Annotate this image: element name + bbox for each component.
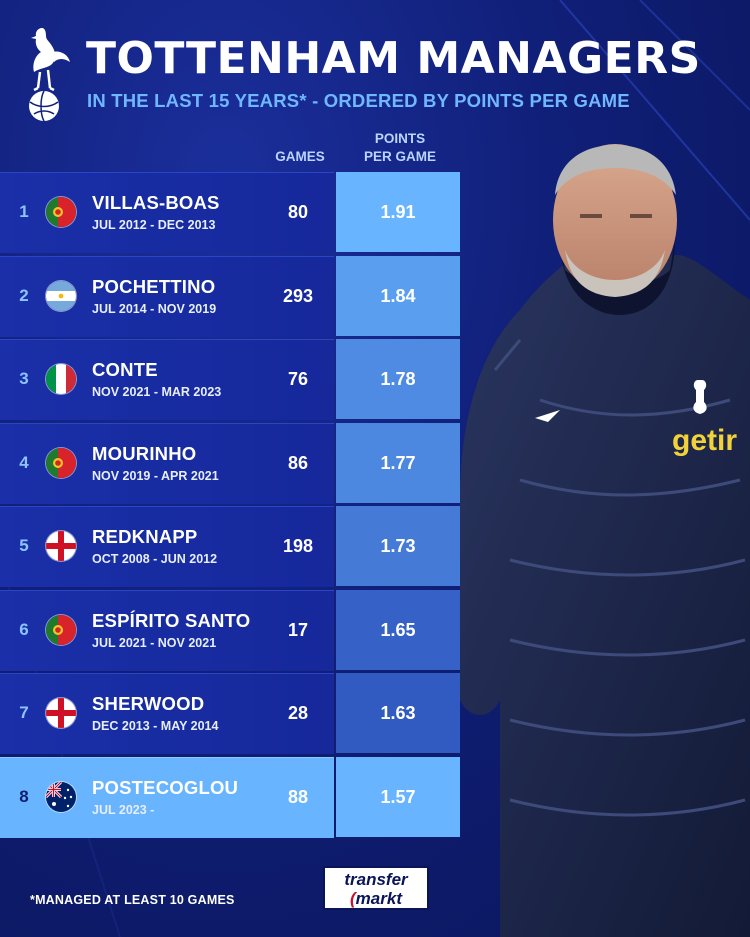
manager-name: MOURINHO <box>92 442 197 464</box>
ppg-cell <box>336 673 460 753</box>
header: TOTTENHAM MANAGERS IN THE LAST 15 YEARS*… <box>0 0 750 130</box>
manager-tenure: DEC 2013 - MAY 2014 <box>92 719 219 733</box>
portugal-flag-icon <box>46 447 76 478</box>
portugal-flag-icon <box>46 197 76 227</box>
row-rank: 4 <box>19 452 29 472</box>
cockerel-crest-icon <box>29 28 70 122</box>
games-value: 28 <box>287 703 309 723</box>
manager-tenure: JUL 2021 - NOV 2021 <box>92 635 217 650</box>
games-column-header: GAMES <box>275 149 325 164</box>
ppg-value: 1.84 <box>380 285 416 306</box>
ppg-column-header: POINTS PER GAME <box>350 130 450 166</box>
table-row: 5 REDKNAPP OCT 2008 - JUN 2012 198 1.73 <box>0 506 462 587</box>
manager-tenure: OCT 2008 - JUN 2012 <box>92 552 218 566</box>
footnote: *MANAGED AT LEAST 10 GAMES <box>30 893 235 907</box>
ppg-cell <box>336 255 460 336</box>
manager-tenure: JUL 2014 - NOV 2019 <box>92 301 217 316</box>
nike-logo-icon <box>535 410 560 422</box>
ppg-value: 1.65 <box>380 619 416 640</box>
ppg-value: 1.73 <box>380 536 416 556</box>
table-row: 1 VILLAS-BOAS JUL 2012 - DEC 2013 80 1.91 <box>0 172 462 253</box>
club-badge-icon <box>693 380 707 414</box>
ppg-cell <box>336 422 460 503</box>
games-value: 88 <box>287 786 309 807</box>
manager-name: ESPÍRITO SANTO <box>92 609 251 631</box>
row-rank: 3 <box>19 369 29 388</box>
ppg-cell <box>336 756 460 837</box>
england-flag-icon <box>46 531 76 561</box>
transfermarkt-logo: transfer (markt <box>323 866 429 910</box>
sponsor-text: getir <box>672 424 737 457</box>
ppg-value: 1.63 <box>380 703 416 723</box>
row-rank: 6 <box>19 619 29 639</box>
row-rank: 7 <box>19 703 29 722</box>
games-value: 76 <box>287 369 309 389</box>
ppg-value: 1.77 <box>380 452 416 473</box>
row-rank: 1 <box>19 202 29 221</box>
ppg-cell <box>336 339 460 419</box>
games-value: 198 <box>282 536 314 556</box>
games-value: 293 <box>282 285 314 306</box>
italy-flag-icon <box>46 364 76 394</box>
table-row: 4 MOURINHO NOV 2019 - APR 2021 86 1.77 <box>0 422 462 504</box>
manager-tenure: JUL 2012 - DEC 2013 <box>92 218 216 232</box>
portugal-flag-icon <box>46 614 76 645</box>
page-subtitle: IN THE LAST 15 YEARS* - ORDERED BY POINT… <box>87 90 630 111</box>
table-row: 3 CONTE NOV 2021 - MAR 2023 76 1.78 <box>0 339 462 420</box>
ppg-header-line2: PER GAME <box>363 149 436 164</box>
ppg-cell <box>336 589 460 670</box>
table-row: 2 POCHETTINO JUL 2014 - NOV 2019 293 1.84 <box>0 255 462 337</box>
ppg-header-line1: POINTS <box>374 131 426 146</box>
table-row: 8 POSTECOGLOU JUL 2023 - 88 1.57 <box>0 756 462 838</box>
manager-name: REDKNAPP <box>92 526 198 547</box>
games-value: 80 <box>287 202 309 222</box>
games-value: 17 <box>287 619 309 640</box>
manager-photo: getir <box>460 144 750 937</box>
manager-name: SHERWOOD <box>92 693 205 714</box>
table-row: 6 ESPÍRITO SANTO JUL 2021 - NOV 2021 17 1.65 <box>0 589 462 671</box>
row-rank: 5 <box>19 536 29 555</box>
ppg-value: 1.78 <box>380 369 416 389</box>
manager-tenure: JUL 2023 - <box>92 802 155 817</box>
manager-tenure: NOV 2021 - MAR 2023 <box>92 385 222 399</box>
logo-line1: transfer <box>344 870 408 889</box>
manager-name: VILLAS-BOAS <box>92 192 220 213</box>
row-rank: 2 <box>19 285 29 305</box>
logo-line2: (markt <box>350 889 402 908</box>
page-title: TOTTENHAM MANAGERS <box>86 33 701 84</box>
manager-tenure: NOV 2019 - APR 2021 <box>92 468 219 483</box>
australia-flag-icon <box>46 781 76 812</box>
manager-name: CONTE <box>92 359 158 380</box>
row-rank: 8 <box>19 786 29 806</box>
ppg-value: 1.91 <box>380 202 416 222</box>
ppg-cell <box>336 506 460 586</box>
manager-name: POCHETTINO <box>92 275 216 297</box>
ppg-value: 1.57 <box>380 786 416 807</box>
argentina-flag-icon <box>46 280 76 311</box>
table-row: 7 SHERWOOD DEC 2013 - MAY 2014 28 1.63 <box>0 673 462 754</box>
england-flag-icon <box>46 698 76 728</box>
manager-name: POSTECOGLOU <box>92 776 239 798</box>
ppg-cell <box>336 172 460 252</box>
games-value: 86 <box>287 452 309 473</box>
